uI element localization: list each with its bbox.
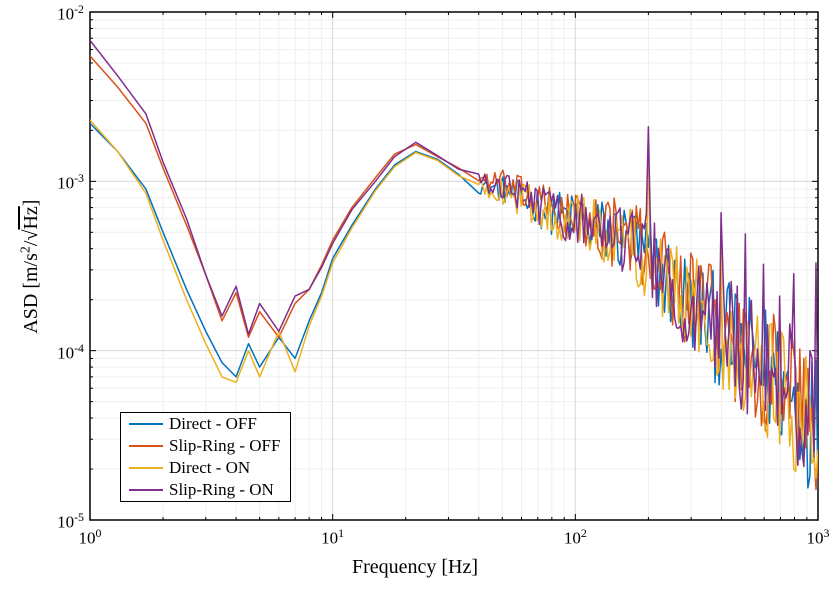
legend-label: Slip-Ring - OFF [169, 436, 290, 456]
legend-item: Slip-Ring - ON [121, 479, 290, 501]
y-tick-label: 10-3 [57, 171, 84, 194]
y-tick-label: 10-2 [57, 2, 84, 25]
y-tick-label: 10-4 [57, 341, 84, 364]
x-tick-label: 103 [798, 526, 830, 549]
chart-container: ASD [m/s2/√Hz] Frequency [Hz] Direct - O… [0, 0, 830, 590]
legend-label: Direct - ON [169, 458, 260, 478]
legend-swatch [129, 489, 163, 491]
legend-item: Direct - OFF [121, 413, 290, 435]
legend-swatch [129, 445, 163, 447]
legend-label: Slip-Ring - ON [169, 480, 284, 500]
legend: Direct - OFFSlip-Ring - OFFDirect - ONSl… [120, 412, 291, 502]
legend-swatch [129, 423, 163, 425]
legend-item: Slip-Ring - OFF [121, 435, 290, 457]
legend-item: Direct - ON [121, 457, 290, 479]
x-tick-label: 101 [313, 526, 353, 549]
y-tick-label: 10-5 [57, 510, 84, 533]
y-axis-label: ASD [m/s2/√Hz] [18, 200, 43, 334]
x-axis-label: Frequency [Hz] [0, 556, 830, 579]
legend-swatch [129, 467, 163, 469]
x-axis-label-text: Frequency [Hz] [352, 556, 478, 578]
legend-label: Direct - OFF [169, 414, 267, 434]
x-tick-label: 102 [555, 526, 595, 549]
